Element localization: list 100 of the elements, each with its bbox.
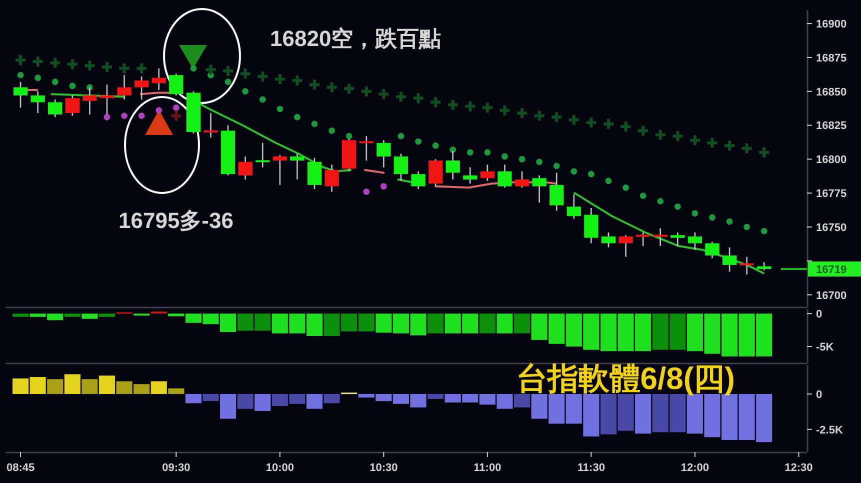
point <box>34 74 42 82</box>
candlestick <box>169 73 184 96</box>
point <box>325 80 338 94</box>
point <box>394 90 408 104</box>
point <box>723 139 736 152</box>
point <box>553 162 560 170</box>
point <box>567 113 580 126</box>
point <box>308 78 322 92</box>
bar <box>202 394 219 402</box>
point <box>726 218 733 225</box>
candlestick <box>152 68 166 91</box>
candlestick <box>272 154 288 186</box>
point <box>706 136 719 150</box>
point <box>31 55 44 68</box>
point <box>671 130 684 143</box>
point <box>640 192 646 199</box>
bar <box>64 374 80 394</box>
point <box>342 82 356 96</box>
point <box>758 146 771 159</box>
point <box>363 188 370 195</box>
y-tick-label: 16800 <box>816 154 847 166</box>
chart-title: 台指軟體6/8(四) <box>516 361 735 396</box>
candlestick <box>653 228 668 247</box>
point <box>450 146 456 153</box>
candlestick <box>376 140 391 168</box>
bar <box>514 394 530 408</box>
candlestick <box>618 234 633 258</box>
candlestick <box>688 232 702 251</box>
point <box>550 110 564 124</box>
point <box>415 138 422 145</box>
x-tick-label: 11:00 <box>474 462 502 474</box>
candlestick <box>480 164 495 182</box>
candlestick <box>722 246 737 272</box>
bar <box>185 394 202 404</box>
candlestick <box>566 194 581 220</box>
point <box>311 120 318 128</box>
bar <box>82 379 98 394</box>
candlestick <box>394 153 408 182</box>
point <box>518 156 526 162</box>
bar <box>635 394 652 434</box>
point <box>259 96 266 103</box>
point <box>532 109 546 122</box>
y-tick-label: 16900 <box>816 18 847 31</box>
candlestick <box>532 174 546 204</box>
candlestick <box>636 232 650 247</box>
point <box>760 228 768 234</box>
y-tick-label: 16700 <box>816 290 847 302</box>
candlestick <box>550 172 564 212</box>
point <box>100 60 114 74</box>
point <box>190 65 197 72</box>
point <box>446 98 460 112</box>
point <box>498 104 512 117</box>
x-tick-label: 12:00 <box>680 462 710 474</box>
point <box>605 178 612 184</box>
point <box>584 116 598 130</box>
candlestick <box>428 158 443 187</box>
candlestick <box>740 256 754 276</box>
point <box>744 224 750 230</box>
point <box>66 58 79 71</box>
point <box>172 104 180 111</box>
point <box>170 109 183 122</box>
bar <box>306 394 323 409</box>
candlestick <box>498 164 512 188</box>
y-tick-label: 16875 <box>816 52 847 64</box>
point <box>276 106 284 112</box>
bar <box>254 394 271 411</box>
point <box>238 67 252 80</box>
candlestick <box>48 98 62 118</box>
point <box>398 132 404 140</box>
candlestick <box>584 207 598 244</box>
point <box>636 124 650 138</box>
point <box>516 106 529 120</box>
point <box>429 96 442 109</box>
point <box>48 56 62 70</box>
point <box>242 88 249 95</box>
candlestick <box>13 81 28 108</box>
annotation: 16820空，跌百點 <box>270 26 442 51</box>
y-tick-label: 0 <box>816 388 822 401</box>
y-tick-label: -5K <box>816 341 834 354</box>
y-tick-label: -2.5K <box>816 424 843 436</box>
candlestick <box>256 142 270 168</box>
point <box>222 64 235 78</box>
y-tick-label: 16750 <box>816 222 847 234</box>
ref-line-label: 16719 <box>816 264 847 276</box>
point <box>346 132 352 140</box>
candlestick <box>307 157 322 190</box>
x-tick-label: 09:30 <box>162 462 190 474</box>
point <box>121 112 128 119</box>
x-tick-label: 12:30 <box>784 462 813 474</box>
point <box>17 72 24 78</box>
point <box>104 114 110 120</box>
point <box>224 78 232 86</box>
point <box>464 100 477 113</box>
point <box>14 54 28 67</box>
point <box>135 62 148 75</box>
point <box>52 78 58 86</box>
point <box>273 72 286 86</box>
bar <box>220 394 236 419</box>
point <box>657 198 664 204</box>
candlestick <box>30 90 45 114</box>
